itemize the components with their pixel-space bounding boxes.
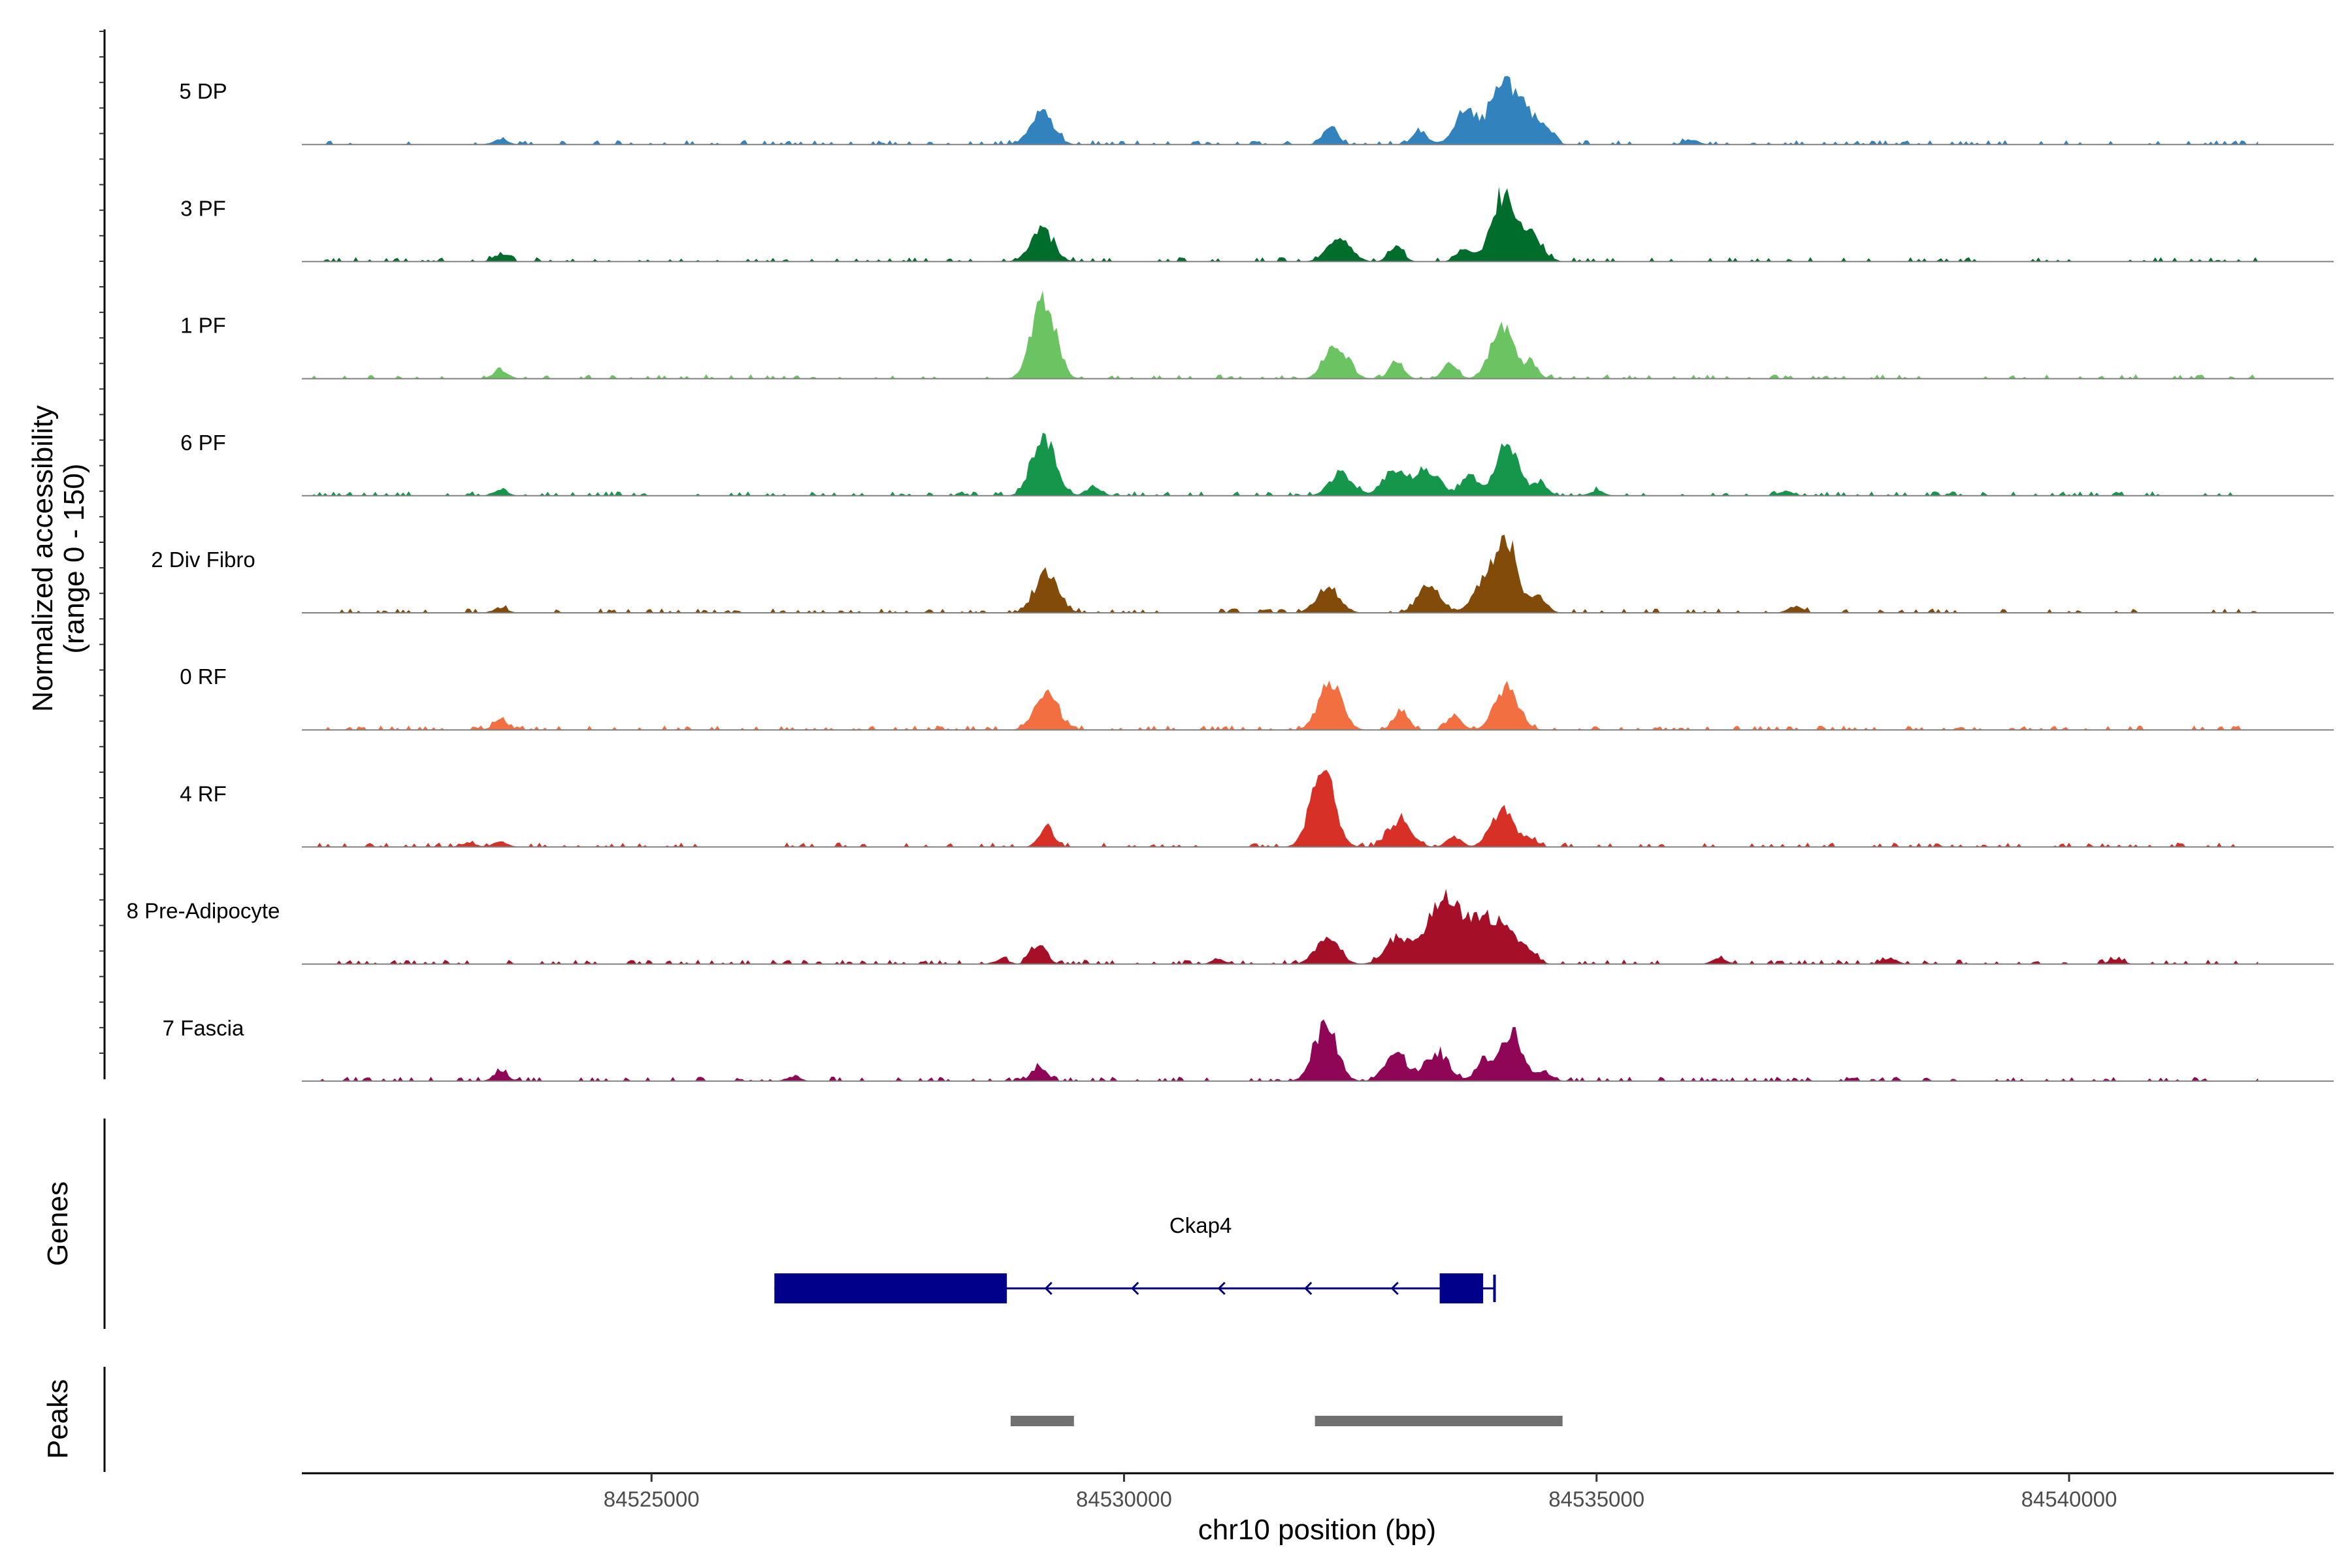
strand-arrow-icon <box>1304 1281 1313 1296</box>
track-0-rf: 0 RF <box>180 664 2334 731</box>
strand-arrow-icon <box>1217 1281 1226 1296</box>
exon <box>1439 1273 1484 1303</box>
gene-name-label: Ckap4 <box>1169 1213 1232 1237</box>
y-axis-title-line1: Normalized accessibility <box>27 405 59 711</box>
track-label: 1 PF <box>180 314 226 338</box>
track-5-dp: 5 DP <box>179 76 2334 146</box>
x-tick-label: 84540000 <box>2021 1487 2117 1511</box>
coverage-area <box>311 1019 2259 1081</box>
exon <box>774 1273 1007 1303</box>
track-8-pre-adipocyte: 8 Pre-Adipocyte <box>127 889 2334 965</box>
x-tick-label: 84535000 <box>1548 1487 1644 1511</box>
peak-region <box>1315 1416 1563 1426</box>
gene-annotation-track: Ckap4 <box>774 1213 1496 1303</box>
peaks-panel-title: Peaks <box>42 1379 74 1459</box>
x-tick-label: 84530000 <box>1076 1487 1172 1511</box>
track-4-rf: 4 RF <box>180 770 2334 848</box>
coverage-area <box>311 680 2259 730</box>
track-label: 7 Fascia <box>163 1016 244 1040</box>
track-label: 6 PF <box>180 431 226 455</box>
track-label: 8 Pre-Adipocyte <box>127 899 280 923</box>
strand-arrow-icon <box>1131 1281 1139 1296</box>
gene-ckap4: Ckap4 <box>774 1213 1496 1303</box>
x-axis-ticks: 84525000 84530000 84535000 84540000 <box>604 1473 2117 1511</box>
track-label: 0 RF <box>180 664 227 689</box>
tracks-y-axis-ticks <box>99 31 105 1054</box>
y-axis-title: Normalized accessibility (range 0 - 150) <box>27 405 90 711</box>
track-6-pf: 6 PF <box>180 431 2334 497</box>
genes-panel-title: Genes <box>42 1181 74 1266</box>
track-label: 3 PF <box>180 196 226 220</box>
x-axis-title: chr10 position (bp) <box>1198 1514 1436 1546</box>
y-axis-title-line2: (range 0 - 150) <box>58 463 90 653</box>
track-1-pf: 1 PF <box>180 290 2334 380</box>
track-7-fascia: 7 Fascia <box>163 1016 2334 1082</box>
peak-region <box>1010 1416 1074 1426</box>
strand-arrow-icon <box>1044 1281 1053 1296</box>
coverage-tracks: 5 DP 3 PF 1 PF 6 PF 2 Div Fibro 0 RF 4 RF 8 Pre… <box>127 76 2334 1082</box>
track-2-div-fibro: 2 Div Fibro <box>151 534 2334 613</box>
x-tick-label: 84525000 <box>604 1487 700 1511</box>
track-3-pf: 3 PF <box>180 186 2334 263</box>
strand-arrow-icon <box>1390 1281 1399 1296</box>
track-label: 4 RF <box>180 781 227 806</box>
peak-track <box>1010 1416 1563 1426</box>
track-label: 2 Div Fibro <box>151 547 255 572</box>
track-label: 5 DP <box>179 79 227 103</box>
